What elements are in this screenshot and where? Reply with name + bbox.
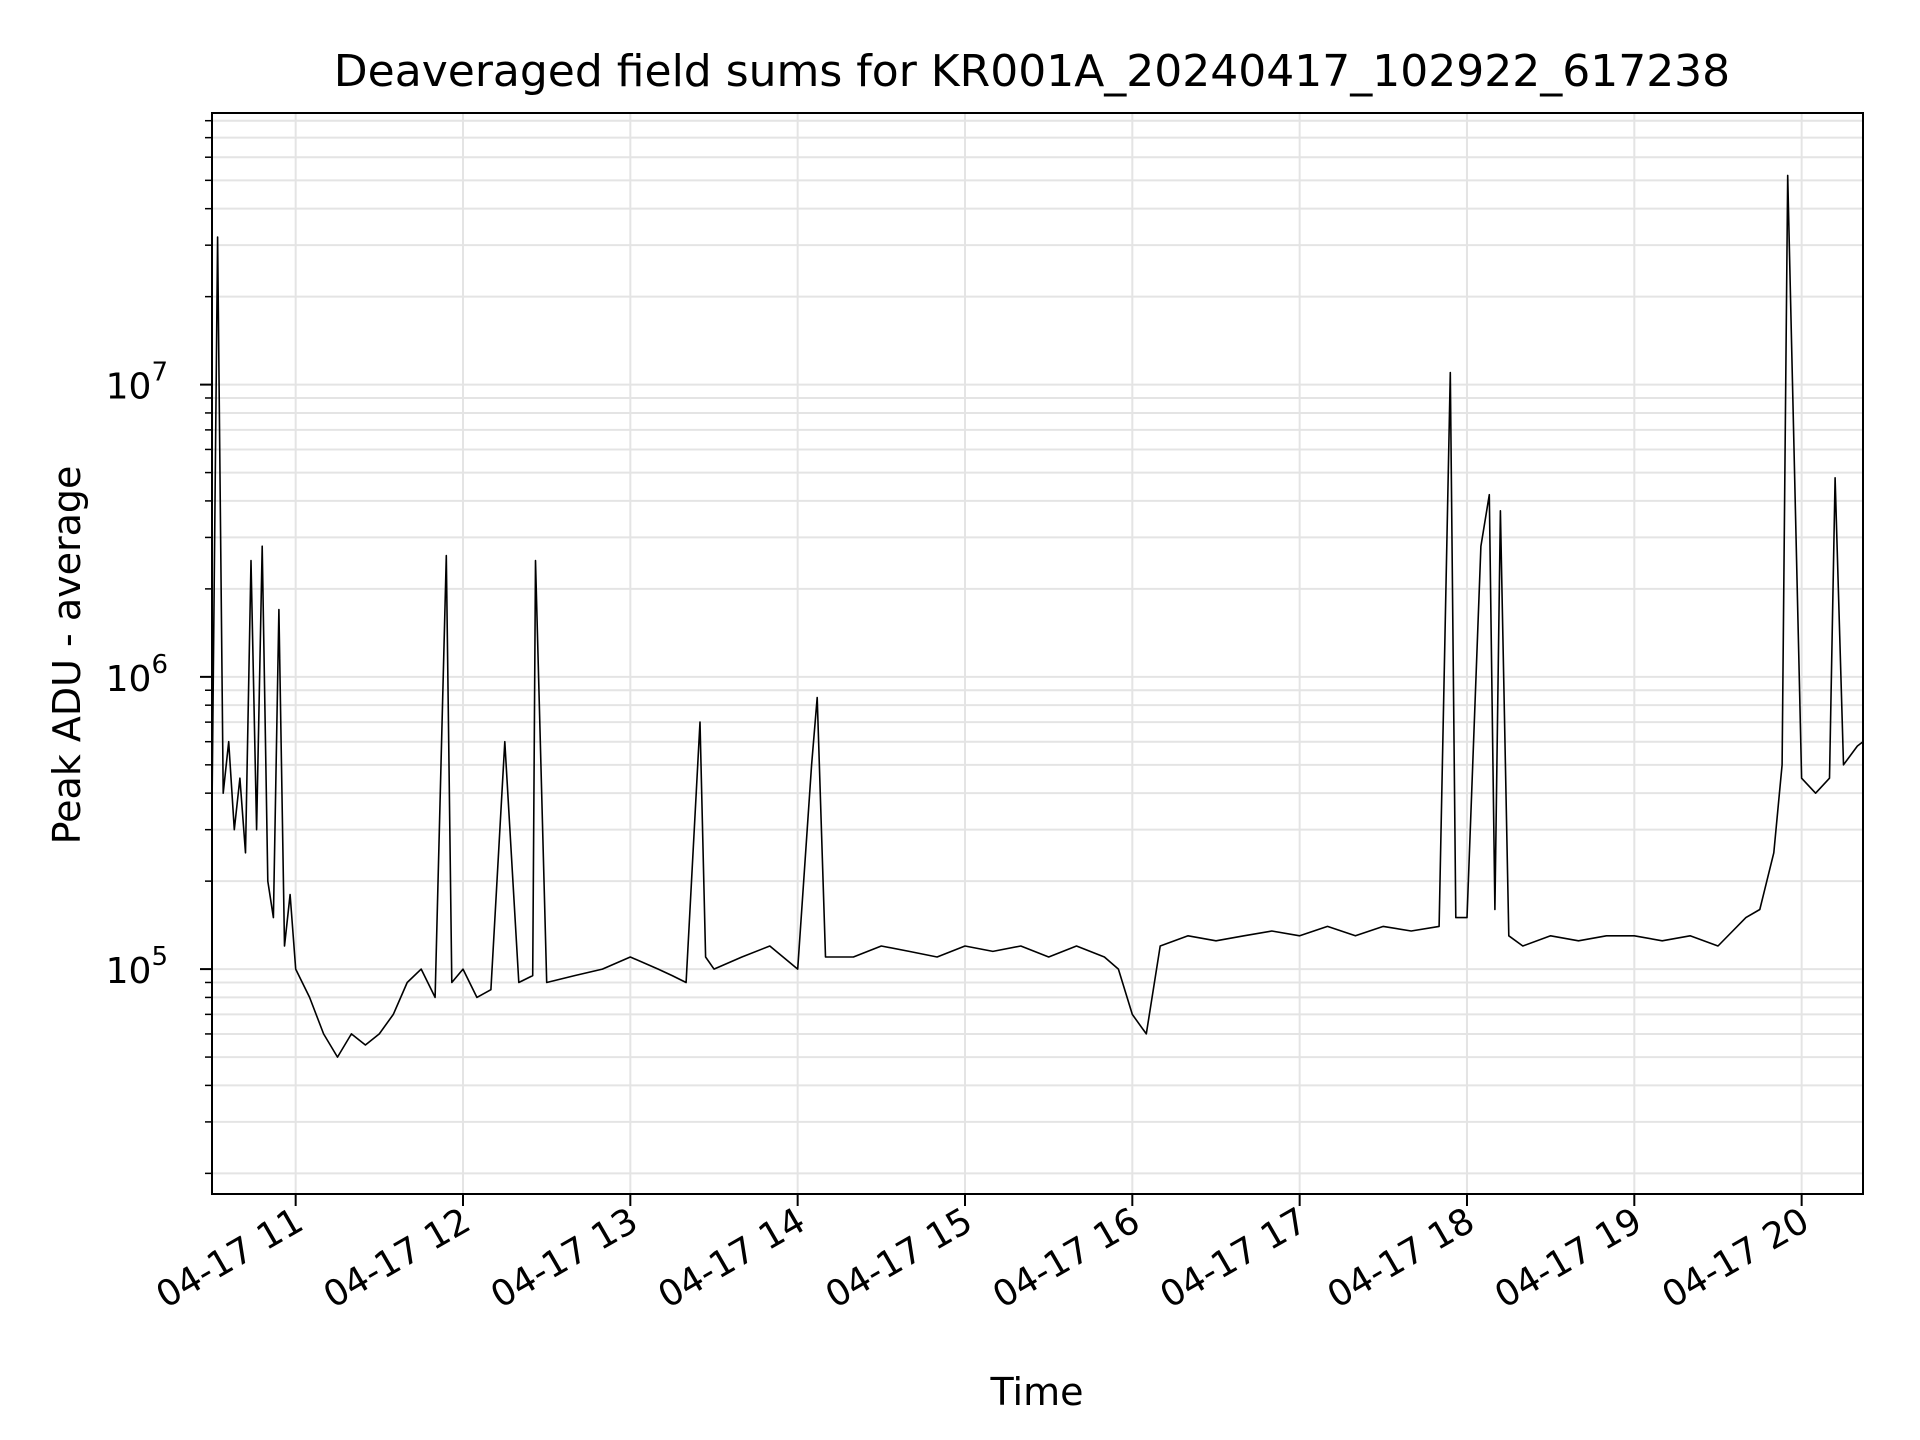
x-axis-label: Time xyxy=(990,1370,1084,1414)
x-tick-label: 04-17 15 xyxy=(819,1200,980,1316)
plot-frame xyxy=(211,112,1864,1195)
x-tick-label: 04-17 12 xyxy=(317,1200,478,1316)
x-tick-label: 04-17 20 xyxy=(1655,1200,1816,1316)
x-tick-label: 04-17 14 xyxy=(651,1200,812,1316)
y-tick-label: 106 xyxy=(106,650,168,700)
y-axis: 105 106 107 xyxy=(106,119,212,1175)
chart-title: Deaveraged field sums for KR001A_2024041… xyxy=(334,46,1730,97)
x-tick-label: 04-17 19 xyxy=(1488,1200,1649,1316)
y-axis-label: Peak ADU - average xyxy=(45,466,89,845)
x-tick-label: 04-17 13 xyxy=(484,1200,645,1316)
series-line xyxy=(211,174,1864,1058)
y-tick-label: 105 xyxy=(106,942,168,992)
grid xyxy=(212,113,1863,1194)
x-axis: 04-17 11 04-17 12 04-17 13 04-17 14 04-17 15… xyxy=(149,1194,1816,1317)
series-group xyxy=(211,174,1864,1058)
x-tick-label: 04-17 17 xyxy=(1153,1200,1314,1316)
x-tick-label: 04-17 16 xyxy=(986,1200,1147,1316)
y-tick-label: 107 xyxy=(106,358,168,408)
x-tick-label: 04-17 11 xyxy=(149,1200,310,1316)
x-tick-label: 04-17 18 xyxy=(1321,1200,1482,1316)
